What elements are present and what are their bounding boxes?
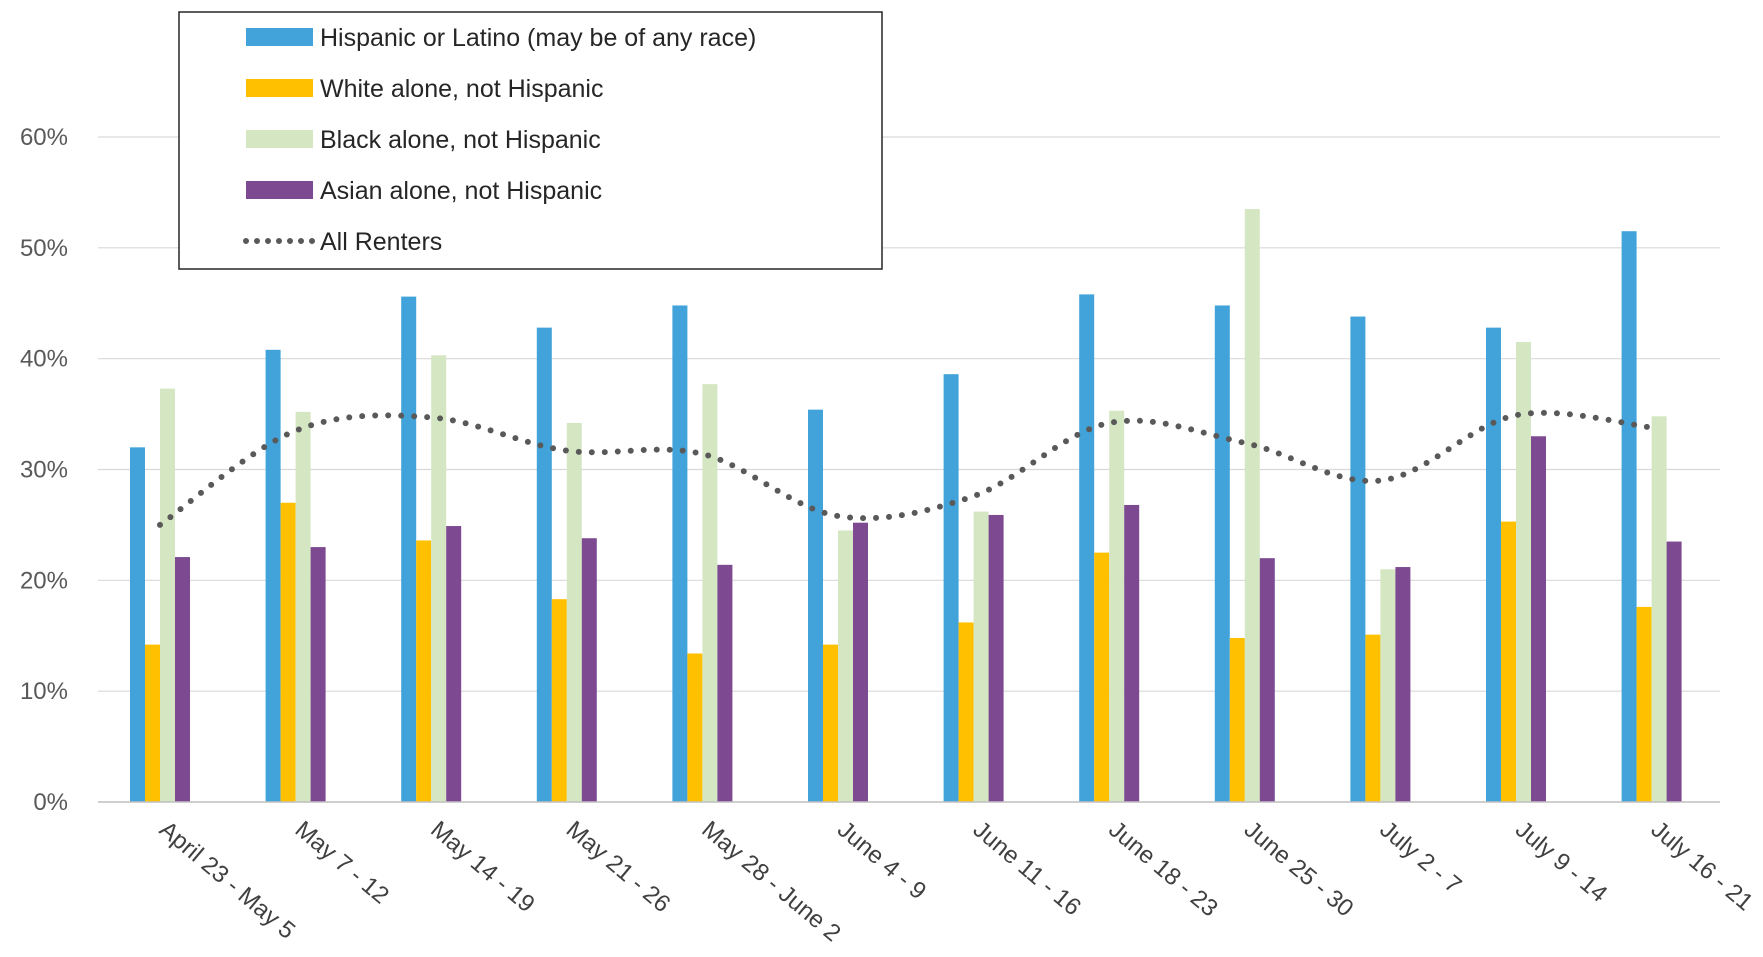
bar	[1079, 294, 1095, 802]
legend: Hispanic or Latino (may be of any race) W…	[178, 11, 883, 270]
bar	[416, 540, 432, 802]
bar	[717, 564, 733, 802]
bar	[265, 349, 281, 802]
legend-swatch	[246, 181, 313, 199]
y-tick-label: 40%	[20, 346, 68, 373]
legend-label: Black alone, not Hispanic	[320, 126, 601, 154]
bar	[838, 530, 853, 802]
y-tick-label: 30%	[20, 457, 68, 484]
bar	[1621, 231, 1637, 803]
bar	[1350, 316, 1366, 802]
y-tick-label: 60%	[20, 124, 68, 151]
legend-box	[178, 11, 883, 270]
bar	[1395, 567, 1411, 802]
x-tick-label: May 7 - 12	[290, 816, 394, 910]
x-tick-label: July 16 - 21	[1646, 816, 1758, 916]
bar	[536, 327, 552, 802]
bar	[1486, 327, 1501, 802]
bar	[988, 514, 1004, 802]
x-tick-label: June 11 - 16	[968, 816, 1086, 921]
legend-label: White alone, not Hispanic	[320, 75, 603, 103]
bar	[943, 374, 959, 802]
bar	[280, 502, 296, 802]
x-tick-label: June 25 - 30	[1239, 816, 1359, 922]
bar	[1109, 410, 1125, 802]
bar	[1501, 521, 1516, 802]
x-tick-label: May 14 - 19	[425, 816, 539, 918]
x-tick-label: July 2 - 7	[1375, 816, 1467, 899]
x-tick-label: May 21 - 26	[561, 816, 675, 918]
y-tick-label: 10%	[20, 678, 68, 705]
y-axis-ticks: 0% 10% 20% 30% 40% 50% 60%	[20, 124, 68, 816]
bar	[401, 296, 417, 802]
bar	[145, 644, 160, 802]
bar	[431, 355, 447, 802]
x-tick-label: April 23 - May 5	[154, 816, 300, 945]
bar	[1636, 606, 1652, 802]
x-tick-label: June 18 - 23	[1103, 816, 1223, 922]
legend-label: Asian alone, not Hispanic	[320, 177, 602, 205]
bar	[1094, 552, 1110, 802]
bar	[1380, 569, 1396, 802]
legend-label: All Renters	[320, 228, 442, 256]
bar	[1516, 342, 1531, 802]
bar	[1651, 416, 1667, 802]
bar	[1531, 436, 1546, 802]
bar	[672, 305, 688, 802]
bar	[823, 644, 838, 802]
bar	[295, 411, 311, 802]
bars	[130, 209, 1682, 803]
x-tick-label: June 4 - 9	[832, 816, 931, 905]
bar	[1214, 305, 1230, 802]
y-tick-label: 20%	[20, 567, 68, 594]
bar	[853, 522, 868, 802]
bar	[1229, 637, 1245, 802]
bar	[958, 622, 974, 802]
bar	[1244, 209, 1260, 802]
bar	[808, 409, 823, 802]
bar	[1666, 541, 1682, 802]
bar	[1365, 634, 1381, 802]
bar	[702, 384, 718, 802]
bar	[446, 526, 462, 802]
y-tick-label: 0%	[33, 789, 68, 816]
y-tick-label: 50%	[20, 235, 68, 262]
x-tick-label: July 9 - 14	[1510, 816, 1612, 908]
bar	[973, 511, 989, 802]
bar	[1259, 558, 1275, 802]
bar	[310, 547, 326, 802]
all-renters-line	[157, 409, 1655, 528]
legend-label: Hispanic or Latino (may be of any race)	[320, 24, 756, 52]
bar	[175, 557, 190, 802]
bar	[551, 599, 567, 802]
bar	[160, 388, 175, 802]
bar	[566, 422, 582, 802]
bar	[581, 538, 597, 802]
legend-swatch	[246, 79, 313, 97]
legend-swatch	[246, 130, 313, 148]
legend-swatch	[246, 28, 313, 46]
line-series	[157, 409, 1655, 528]
bar	[687, 653, 703, 802]
x-tick-label: May 28 - June 2	[697, 816, 846, 947]
bar	[130, 447, 145, 802]
bar	[1124, 504, 1140, 802]
